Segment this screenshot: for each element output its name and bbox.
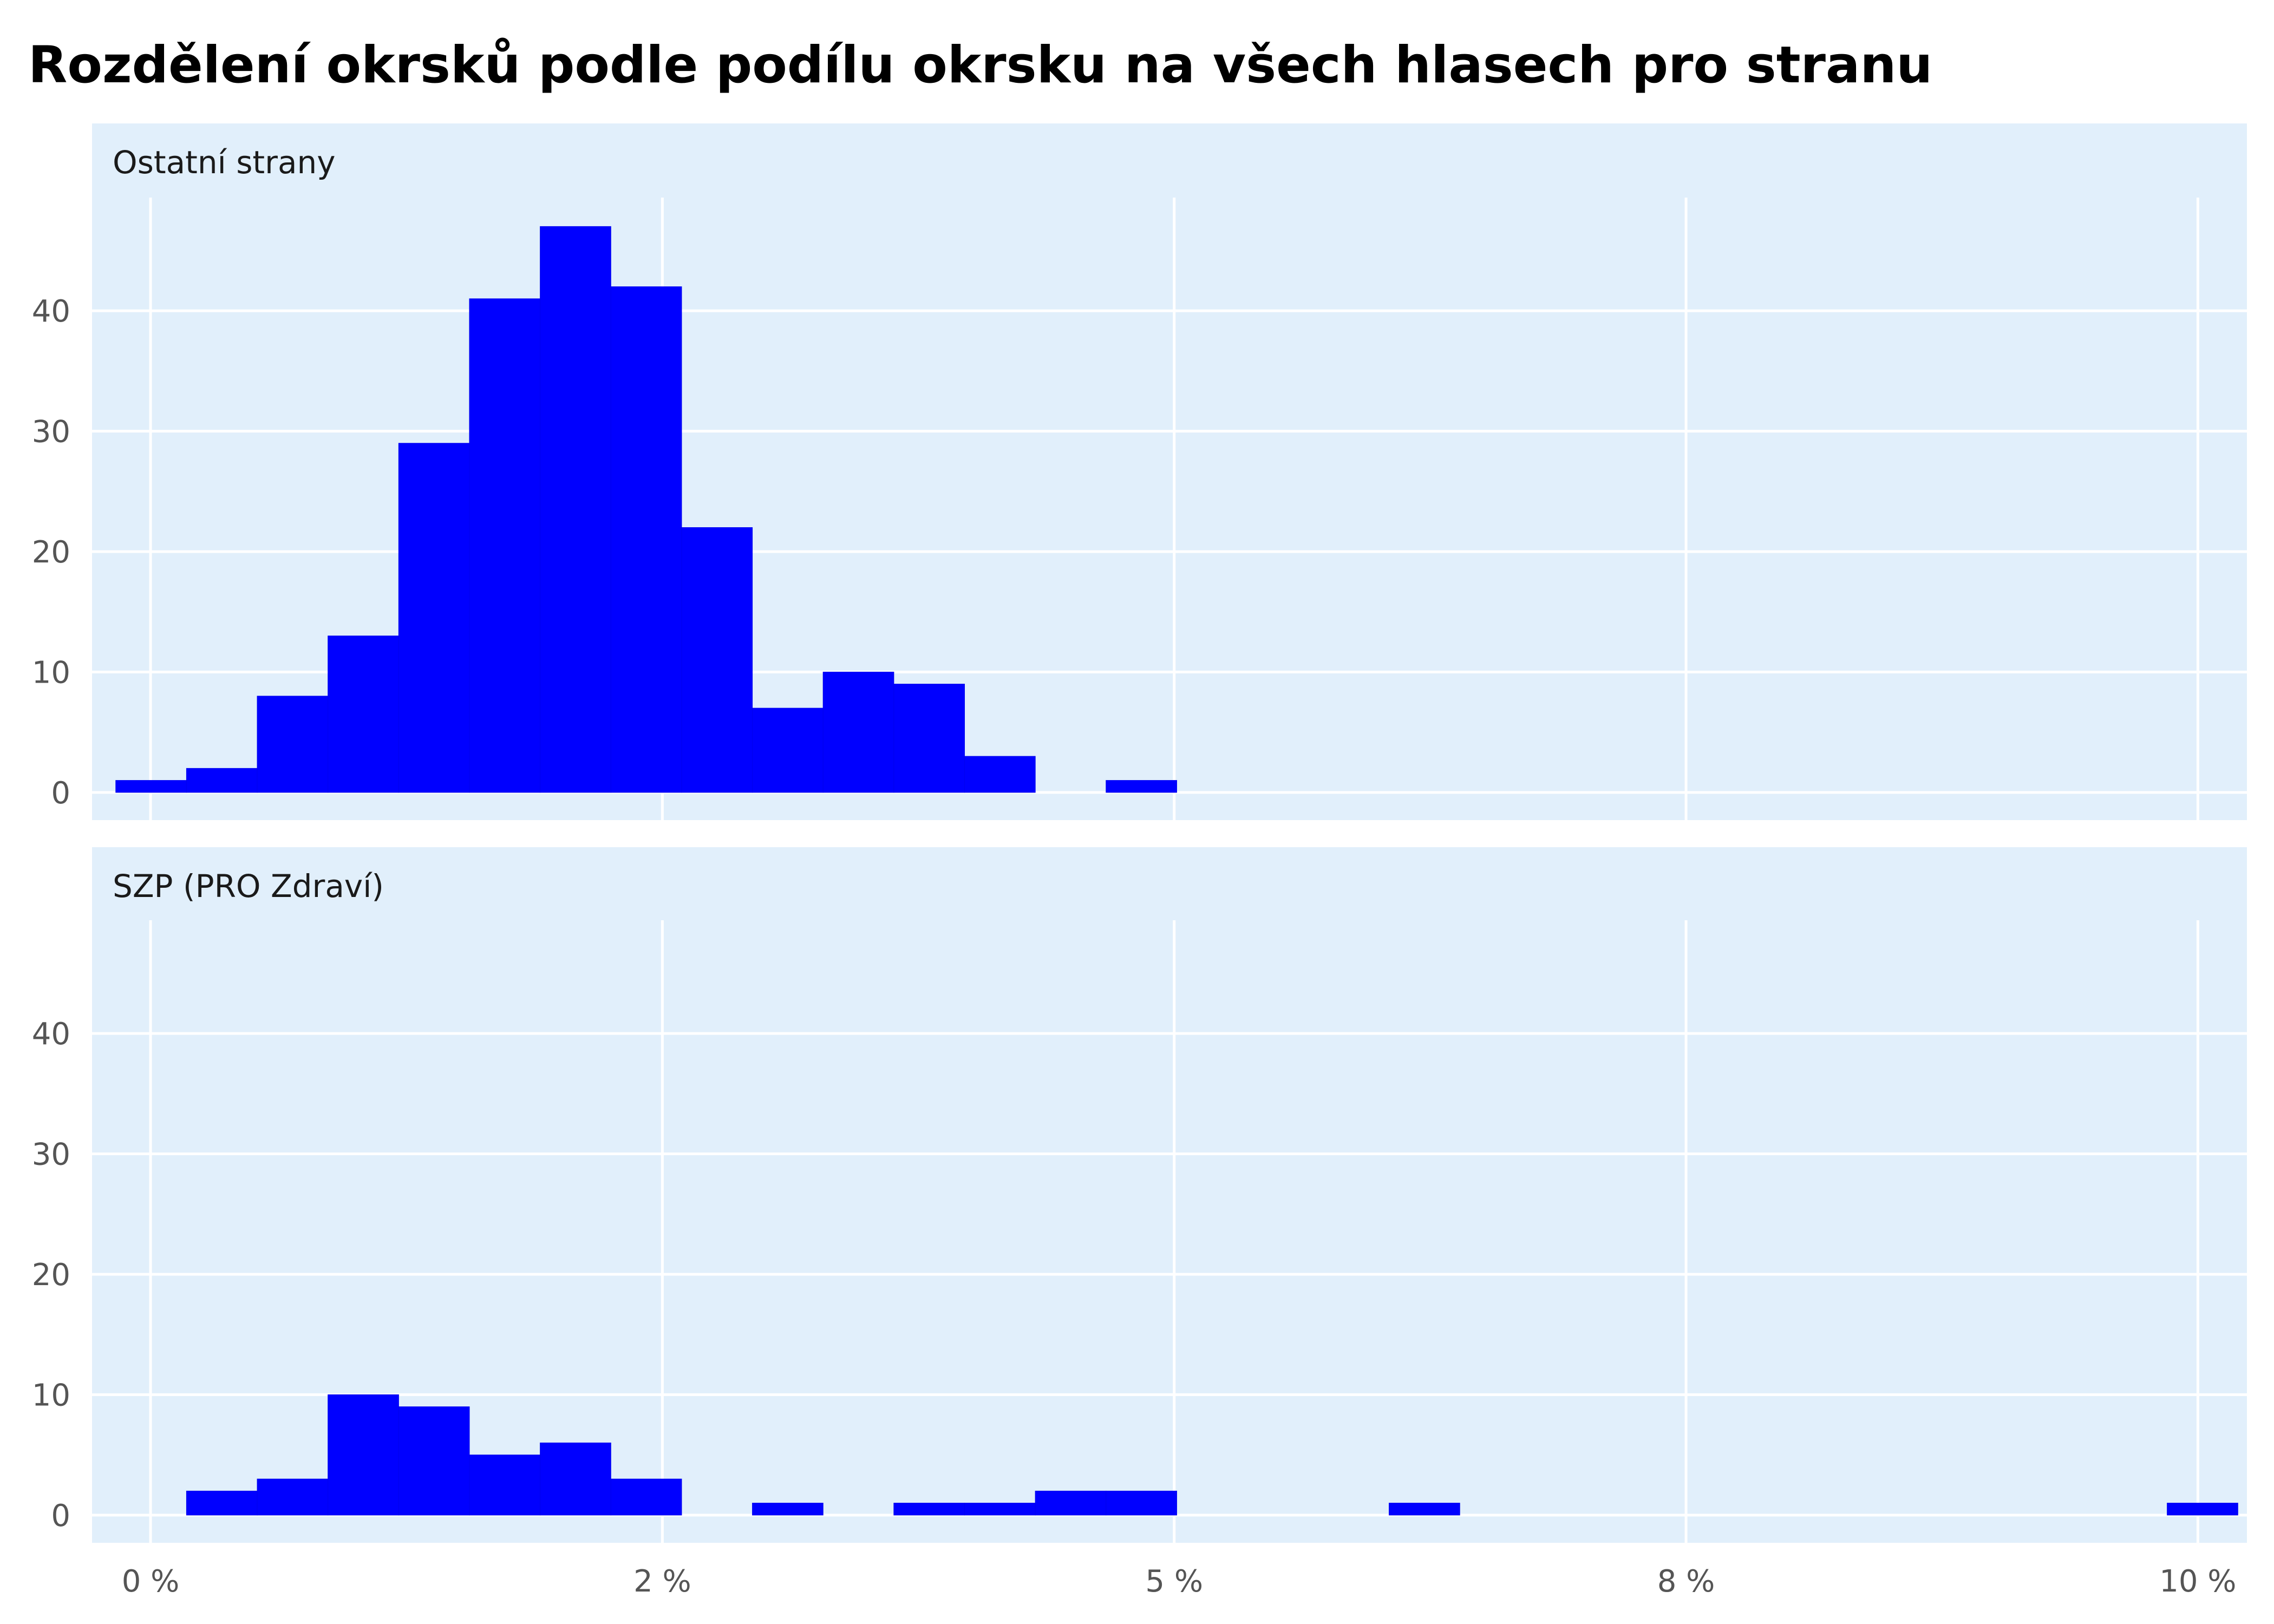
histogram-bar [822,671,894,793]
y-tick-label: 30 [32,1137,70,1173]
histogram-bar [328,636,399,793]
x-tick-label: 0 % [122,1564,180,1599]
histogram-bar [328,1394,399,1516]
histogram-bar [1035,1490,1107,1516]
histogram-bar [893,684,965,793]
x-tick-label: 2 % [633,1564,691,1599]
histogram-bar [469,1455,541,1516]
y-tick-label: 0 [51,776,70,811]
histogram-bar [964,756,1036,793]
histogram-bar [469,298,541,793]
histogram-bar [186,1490,258,1516]
y-tick-label: 40 [32,1017,70,1052]
y-tick-label: 20 [32,535,70,570]
histogram-bar [398,1406,470,1516]
histogram-bar [1106,1490,1177,1516]
histogram-bar [752,1503,824,1516]
histogram-bar [681,527,753,793]
x-axis: 0 % 2 % 5 % 8 % 10 % [122,1564,2237,1599]
y-tick-label: 20 [32,1258,70,1293]
histogram-bar [752,708,824,793]
histogram-bar [610,286,682,793]
x-tick-label: 5 % [1145,1564,1203,1599]
histogram-bar [540,1442,611,1516]
facet-panel: SZP (PRO Zdraví) 0 10 20 30 40 [32,847,2247,1543]
histogram-bar [893,1503,965,1516]
histogram-bar [257,1478,329,1516]
y-tick-label: 10 [32,655,70,690]
histogram-bar [2167,1503,2238,1516]
histogram-bar [257,696,329,793]
histogram-bar [610,1478,682,1516]
histogram-bar [398,443,470,793]
y-tick-label: 0 [51,1498,70,1534]
y-tick-label: 40 [32,294,70,329]
x-tick-label: 10 % [2159,1564,2236,1599]
x-tick-label: 8 % [1657,1564,1715,1599]
y-tick-label: 10 [32,1378,70,1413]
histogram-bar [964,1503,1036,1516]
histogram-bar [1389,1503,1460,1516]
facet-strip-label: Ostatní strany [113,144,336,181]
facet-panel: Ostatní strany 0 10 20 30 40 [32,123,2247,820]
histogram-bar [186,768,258,793]
facet-strip-label: SZP (PRO Zdraví) [113,868,384,905]
chart-title: Rozdělení okrsků podle podílu okrsku na … [28,36,1932,95]
histogram-bar [1106,780,1177,793]
y-tick-label: 30 [32,415,70,450]
histogram-bar [540,226,611,793]
histogram-bar [115,780,187,793]
facet-panels: Ostatní strany 0 10 20 30 40 SZP (PRO Zdraví) 0… [32,123,2247,1543]
